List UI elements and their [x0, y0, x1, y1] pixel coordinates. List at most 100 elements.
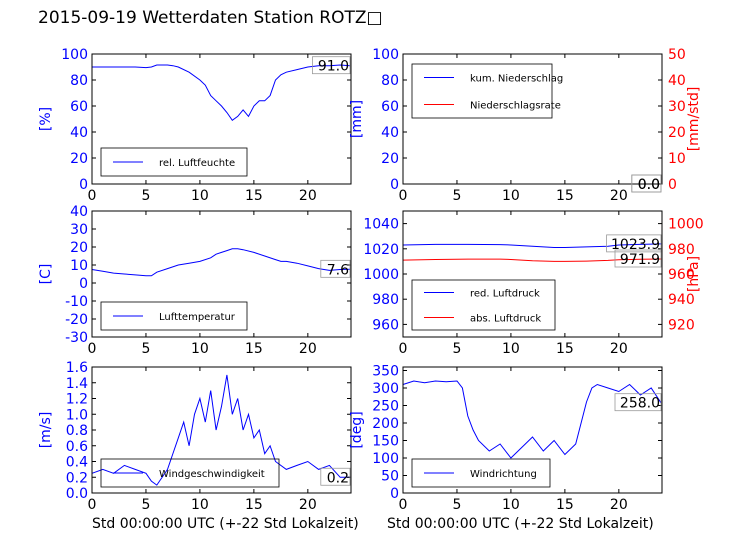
y-tick-label: 40	[70, 125, 88, 141]
chart-precip	[402, 53, 663, 193]
y-tick-label: 80	[381, 73, 399, 89]
y-tick-label: 0.0	[66, 486, 88, 502]
y-tick-label: 0.2	[66, 470, 88, 486]
legend-box	[411, 63, 553, 119]
y-tick-label: 40	[70, 204, 88, 220]
last-value-label: 91.0	[318, 59, 349, 75]
y-tick-label-right: 960	[668, 267, 695, 283]
x-tick-label: 5	[452, 341, 461, 357]
x-tick-label: 10	[191, 188, 209, 204]
x-tick-label: 5	[141, 341, 150, 357]
x-tick-label: 15	[556, 188, 574, 204]
y-tick-label: 300	[372, 381, 399, 397]
y-tick-label: 1000	[363, 267, 399, 283]
y-tick-label-right: 20	[668, 125, 686, 141]
y-tick-label-right: 980	[668, 242, 695, 258]
x-tick-label: 0	[399, 497, 408, 513]
y-tick-label: 60	[381, 99, 399, 115]
last-value-label-2-box	[614, 249, 662, 268]
y-tick-label: 1.0	[66, 407, 88, 423]
chart-wind_speed	[91, 366, 352, 494]
plot-frame	[91, 210, 352, 338]
last-value-label-box	[311, 56, 351, 75]
y-tick-label: 20	[70, 151, 88, 167]
y-tick-label: 200	[372, 416, 399, 432]
y-tick-label: 350	[372, 364, 399, 380]
chart-temperature	[91, 210, 352, 338]
last-value-label-box	[320, 467, 351, 486]
y-tick-label: 980	[372, 292, 399, 308]
x-tick-label: 20	[299, 341, 317, 357]
y-tick-label: 0	[79, 276, 88, 292]
y-axis-label-right: [hPa]	[686, 256, 702, 292]
y-tick-label: 0.8	[66, 423, 88, 439]
x-tick-label: 15	[556, 341, 574, 357]
y-tick-label-right: 940	[668, 292, 695, 308]
x-tick-label: 0	[88, 497, 97, 513]
legend-box	[411, 279, 556, 331]
last-value-label: 7.6	[327, 262, 349, 278]
x-tick-label: 20	[610, 341, 628, 357]
x-tick-label: 15	[245, 497, 263, 513]
y-tick-label: -10	[65, 294, 88, 310]
y-tick-label: 960	[372, 317, 399, 333]
series-line-2	[402, 258, 663, 262]
x-tick-label: 5	[141, 188, 150, 204]
last-value-label: 0.0	[638, 177, 660, 193]
y-tick-label-right: 920	[668, 317, 695, 333]
x-tick-label: 15	[245, 188, 263, 204]
last-value-label: 258.0	[620, 396, 660, 412]
y-tick-label: -30	[65, 330, 88, 346]
chart-pressure	[402, 210, 663, 338]
x-tick-label: 20	[299, 497, 317, 513]
y-tick-label: 20	[70, 240, 88, 256]
legend-label: Windrichtung	[470, 469, 537, 480]
legend-label: kum. Niederschlag	[470, 74, 563, 85]
x-tick-label: 5	[452, 497, 461, 513]
legend-box	[100, 147, 248, 177]
series-line-1	[92, 64, 350, 122]
legend-label: Niederschlagsrate	[470, 101, 561, 112]
x-tick-label: 10	[191, 497, 209, 513]
x-tick-label: 10	[502, 497, 520, 513]
y-tick-label: 150	[372, 434, 399, 450]
y-tick-label: 30	[70, 222, 88, 238]
plot-frame	[402, 366, 663, 494]
last-value-label-box	[606, 234, 662, 253]
series-line-1	[402, 243, 663, 248]
y-tick-label: 0	[390, 177, 399, 193]
series-line-1	[91, 248, 350, 277]
legend-label: Lufttemperatur	[159, 312, 236, 323]
x-tick-label: 15	[245, 341, 263, 357]
y-tick-label-right: 0	[668, 177, 677, 193]
last-value-label-2-box	[631, 174, 662, 193]
x-tick-label: 20	[299, 188, 317, 204]
legend-label: rel. Luftfeuchte	[159, 158, 235, 169]
chart-wind_direction	[402, 366, 663, 494]
x-axis-label: Std 00:00:00 UTC (+-22 Std Lokalzeit)	[92, 516, 359, 532]
y-tick-label: 10	[70, 258, 88, 274]
y-tick-label: -20	[65, 312, 88, 328]
series-line-1	[91, 374, 351, 486]
x-tick-label: 0	[88, 341, 97, 357]
y-tick-label: 100	[372, 451, 399, 467]
legend-label: abs. Luftdruck	[470, 314, 541, 325]
y-tick-label: 100	[61, 47, 88, 63]
y-axis-label: [m/s]	[38, 412, 54, 449]
y-tick-label: 0.6	[66, 439, 88, 455]
x-tick-label: 0	[399, 341, 408, 357]
y-tick-label: 60	[70, 99, 88, 115]
series-line-1	[402, 380, 662, 459]
y-tick-label-right: 40	[668, 73, 686, 89]
x-tick-label: 10	[191, 341, 209, 357]
x-tick-label: 20	[610, 188, 628, 204]
legend-box	[100, 301, 248, 331]
legend-box	[100, 458, 280, 488]
x-tick-label: 0	[88, 188, 97, 204]
last-value-label-2: 0.0	[638, 177, 660, 193]
y-tick-label: 0	[390, 486, 399, 502]
y-tick-label-right: 30	[668, 99, 686, 115]
x-tick-label: 10	[502, 188, 520, 204]
last-value-label-2: 971.9	[620, 252, 660, 268]
y-tick-label: 20	[381, 151, 399, 167]
